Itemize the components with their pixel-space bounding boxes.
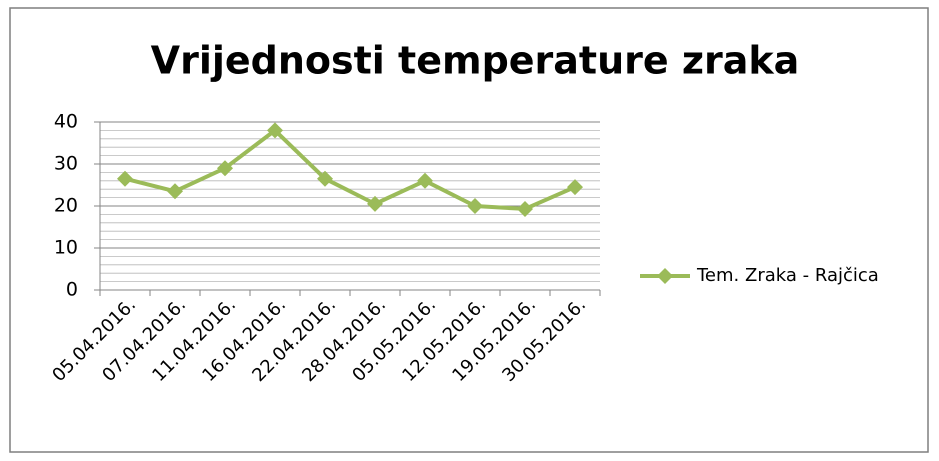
data-point xyxy=(517,200,533,217)
y-tick-label: 20 xyxy=(54,195,78,217)
y-tick-label: 40 xyxy=(54,111,78,133)
chart-title: Vrijednosti temperature zraka xyxy=(151,39,800,83)
data-point xyxy=(367,195,383,212)
y-tick-label: 0 xyxy=(66,279,78,301)
data-point xyxy=(567,179,583,196)
data-point xyxy=(217,160,233,177)
data-point xyxy=(417,172,433,189)
data-point xyxy=(267,122,283,139)
y-tick-label: 10 xyxy=(54,237,78,259)
data-point xyxy=(467,198,483,214)
data-point xyxy=(317,170,333,187)
legend-label: Tem. Zraka - Rajčica xyxy=(696,265,879,286)
data-point xyxy=(117,170,133,187)
data-point xyxy=(167,183,183,200)
chart-border xyxy=(9,7,929,453)
legend-marker xyxy=(657,268,673,284)
y-tick-label: 30 xyxy=(54,153,78,175)
series-line xyxy=(124,128,576,211)
